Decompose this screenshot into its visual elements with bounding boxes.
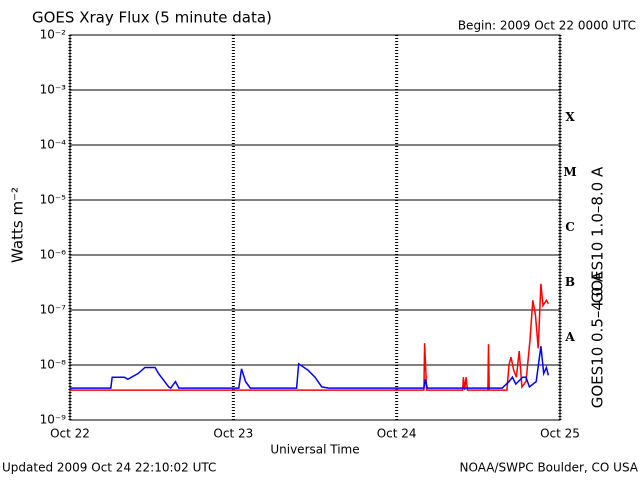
chart-subtitle: Begin: 2009 Oct 22 0000 UTC bbox=[458, 19, 636, 33]
y-axis-label: Watts m⁻² bbox=[9, 187, 27, 263]
flare-class-label: M bbox=[563, 165, 576, 179]
legend-entry: GOES10 1.0–8.0 A bbox=[589, 166, 607, 303]
x-tick-label: Oct 22 bbox=[50, 427, 90, 441]
x-tick-label: Oct 23 bbox=[213, 427, 253, 441]
flare-class-label: A bbox=[564, 330, 575, 344]
y-tick-label: 10⁻³ bbox=[40, 83, 67, 97]
series-line bbox=[70, 283, 550, 391]
chart-title: GOES Xray Flux (5 minute data) bbox=[32, 9, 272, 27]
series-line bbox=[70, 346, 550, 390]
footer-left: Updated 2009 Oct 24 22:10:02 UTC bbox=[2, 461, 216, 475]
y-tick-label: 10⁻⁴ bbox=[40, 138, 67, 152]
x-tick-label: Oct 24 bbox=[377, 427, 417, 441]
y-tick-label: 10⁻⁸ bbox=[40, 358, 67, 372]
plot-frame bbox=[69, 34, 561, 421]
x-axis-label: Universal Time bbox=[270, 443, 359, 457]
y-tick-label: 10⁻⁶ bbox=[40, 248, 67, 262]
flare-class-label: C bbox=[565, 220, 575, 234]
y-tick-label: 10⁻⁵ bbox=[40, 193, 67, 207]
y-tick-label: 10⁻⁷ bbox=[40, 303, 67, 317]
legend-entry: GOES10 0.5–4.0 A bbox=[589, 271, 607, 408]
y-tick-label: 10⁻⁹ bbox=[40, 413, 67, 427]
footer-right: NOAA/SWPC Boulder, CO USA bbox=[460, 461, 639, 475]
y-tick-label: 10⁻² bbox=[40, 28, 67, 42]
x-tick-label: Oct 25 bbox=[540, 427, 580, 441]
flare-class-label: B bbox=[565, 275, 575, 289]
flare-class-label: X bbox=[565, 110, 575, 124]
